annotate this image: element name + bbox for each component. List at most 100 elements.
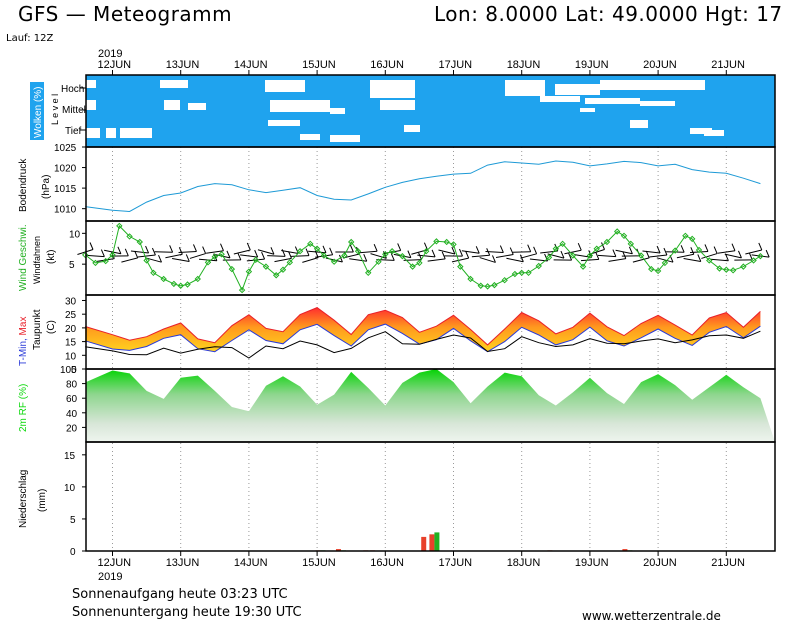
wind-speed-point [409, 263, 416, 270]
wind-speed-point [648, 265, 655, 273]
wind-speed-point [347, 238, 355, 246]
wind-barb-flag [527, 244, 532, 252]
wind-barb [349, 258, 367, 262]
wind-barb [564, 249, 582, 255]
website-link[interactable]: www.wetterzentrale.de [582, 609, 721, 623]
wind-barb-flag [595, 252, 600, 260]
wind-speed-point [450, 241, 457, 248]
wind-barb-flag [151, 247, 156, 256]
pressure-tick-label: 1020 [54, 164, 77, 175]
wind-barb [701, 253, 718, 259]
wind-barb [547, 253, 565, 259]
wind-speed-point [109, 251, 116, 259]
day-label-top: 19JUN [575, 59, 609, 71]
day-label-top: 15JUN [302, 59, 336, 71]
wind-barb-flag [475, 246, 480, 254]
wind-barb [540, 250, 558, 254]
wind-speed-point [695, 246, 703, 254]
wind-barb-flag [533, 246, 538, 255]
precip-axis-label: Niederschlag [18, 470, 29, 528]
pressure-unit-label: (hPa) [41, 175, 52, 199]
wind-barb [597, 254, 616, 258]
wind-barb-flag [270, 247, 275, 255]
wind-barb-flag [407, 250, 412, 258]
cloud-cell [704, 130, 724, 136]
wind-speed-point [82, 251, 89, 259]
wind-barb [308, 250, 327, 254]
temp-max-label: Max [18, 317, 29, 339]
cloud-cell [690, 128, 712, 134]
wind-barb-flag [246, 242, 251, 251]
wind-barb [710, 258, 729, 262]
year-label-top: 2019 [98, 48, 122, 60]
day-label-top: 13JUN [166, 59, 200, 71]
humidity-tick-label: 80 [66, 380, 78, 391]
wind-speed-point [143, 257, 150, 264]
humidity-area [86, 369, 775, 442]
wind-barb [506, 257, 524, 263]
wind-barb-flag [441, 251, 446, 260]
wind-barb-flag [338, 254, 343, 263]
day-label-top: 17JUN [439, 59, 473, 71]
cloud-cell [86, 100, 96, 110]
wind-speed-point [706, 257, 713, 264]
cloud-cell [640, 101, 675, 106]
wind-barb [291, 255, 310, 257]
precip-bar [335, 549, 341, 551]
wind-speed-point [593, 245, 600, 252]
wind-barb-flag [560, 250, 565, 259]
day-label-top: 18JUN [507, 59, 541, 71]
wind-speed-point [579, 263, 587, 270]
wind-speed-point [170, 280, 178, 288]
wind-barb-flag [202, 246, 207, 254]
wind-speed-point [354, 248, 362, 255]
cloud-cell [585, 98, 640, 104]
wind-barb-flag [220, 243, 224, 251]
wind-barb [632, 257, 650, 263]
wind-barb [471, 254, 490, 258]
wind-barb-flag [169, 245, 174, 253]
wind-barb-flag [89, 242, 94, 250]
wind-barb-flag [601, 242, 605, 250]
humidity-axis-label: 2m RF (%) [18, 384, 29, 432]
wind-barb [240, 254, 258, 258]
wind-speed-point [750, 257, 757, 264]
wind-barb [676, 253, 694, 259]
humidity-tick-label: 100 [60, 365, 77, 376]
wind-barb-flag [704, 244, 709, 252]
cloud-cell [630, 120, 648, 128]
wind-barb-flag [373, 244, 378, 252]
wind-barb-flag [765, 249, 770, 258]
humidity-tick-label: 20 [66, 423, 78, 434]
wind-barb [724, 253, 742, 259]
cloud-cell [404, 125, 420, 132]
wind-barb [615, 249, 633, 255]
wind-speed-point [603, 238, 611, 246]
wind-barb-flag [748, 252, 753, 261]
temp-tick-label: 5 [71, 365, 77, 376]
cloud-label-bg [30, 82, 44, 140]
wind-barb [154, 251, 173, 253]
wind-speed-point [613, 228, 621, 235]
wind-speed-point [330, 258, 338, 265]
cloud-cell [270, 100, 330, 112]
wind-barb-flag [349, 244, 354, 253]
cloud-cell [160, 80, 188, 88]
wind-barb [427, 258, 446, 262]
wind-speed-point [491, 281, 498, 289]
wind-speed-point [313, 245, 321, 252]
wind-speed-point [559, 240, 566, 248]
wind-speed-point [272, 272, 280, 279]
wind-barb-flag [397, 243, 402, 251]
wind-barb-flag [465, 250, 470, 259]
wind-speed-point [160, 275, 167, 283]
wind-axis-label: Wind Geschwi. [18, 224, 29, 291]
wind-barb [145, 257, 162, 263]
wind-barb-flag [134, 250, 139, 259]
temp-range-area [85, 307, 761, 352]
wind-barb [512, 251, 531, 253]
wind-barb [642, 250, 661, 254]
wind-speed-point [552, 245, 560, 252]
precip-bar [434, 532, 440, 551]
wind-speed-point [388, 248, 396, 255]
